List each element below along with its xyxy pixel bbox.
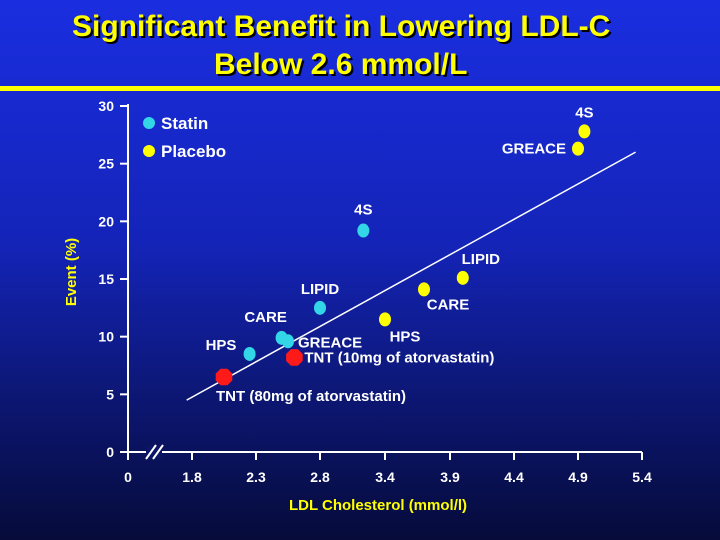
x-axis-title: LDL Cholesterol (mmol/l)	[289, 497, 467, 514]
y-tick-label: 0	[106, 444, 114, 460]
x-tick-label: 0	[124, 469, 132, 485]
x-tick-label: 5.4	[632, 469, 652, 485]
y-tick-label: 20	[98, 213, 114, 229]
title-underline	[0, 86, 720, 91]
data-point-statin	[282, 334, 294, 349]
axis-break-mark	[152, 444, 164, 460]
data-label: 4S	[575, 104, 593, 121]
y-tick-label: 25	[98, 156, 114, 172]
x-tick-label: 2.3	[246, 469, 266, 485]
y-tick-label: 15	[98, 271, 114, 287]
data-point-placebo	[418, 282, 430, 297]
data-label: LIPID	[301, 281, 340, 298]
legend-marker	[143, 145, 155, 157]
legend-marker	[143, 117, 155, 129]
data-point-placebo	[456, 270, 469, 285]
data-point-tnt	[215, 368, 233, 386]
x-tick-label: 1.8	[182, 469, 202, 485]
data-label: TNT (10mg of atorvastatin)	[304, 349, 494, 366]
data-point-placebo	[572, 141, 584, 156]
y-tick-label: 10	[98, 329, 114, 345]
x-tick-label: 4.4	[504, 469, 524, 485]
data-label: HPS	[206, 337, 237, 354]
data-point-statin	[314, 300, 326, 315]
x-tick-label: 4.9	[568, 469, 588, 485]
trend-line	[186, 151, 636, 401]
axis-break-mark	[145, 444, 157, 460]
data-point-placebo	[379, 312, 391, 327]
data-label: GREACE	[502, 141, 566, 158]
data-label: CARE	[244, 309, 287, 326]
title-line-2: Below 2.6 mmol/L	[214, 48, 468, 81]
x-tick-label: 2.8	[310, 469, 330, 485]
data-point-tnt	[286, 349, 303, 366]
data-label: GREACE	[298, 334, 362, 351]
legend-label: Statin	[161, 114, 208, 133]
y-tick-label: 5	[106, 386, 114, 402]
data-point-placebo	[578, 124, 591, 139]
x-tick-label: 3.9	[440, 469, 460, 485]
y-axis-title: Event (%)	[63, 238, 80, 306]
data-label: 4S	[354, 202, 372, 219]
data-point-statin	[357, 223, 370, 238]
data-point-statin	[243, 346, 256, 361]
y-tick-label: 30	[98, 98, 114, 114]
legend-label: Placebo	[161, 142, 226, 161]
data-label: LIPID	[462, 251, 501, 268]
data-label: TNT (80mg of atorvastatin)	[216, 388, 406, 405]
data-label: CARE	[427, 296, 470, 313]
title-line-1: Significant Benefit in Lowering LDL-C	[72, 10, 611, 43]
data-label: HPS	[390, 328, 421, 345]
x-tick-label: 3.4	[375, 469, 395, 485]
